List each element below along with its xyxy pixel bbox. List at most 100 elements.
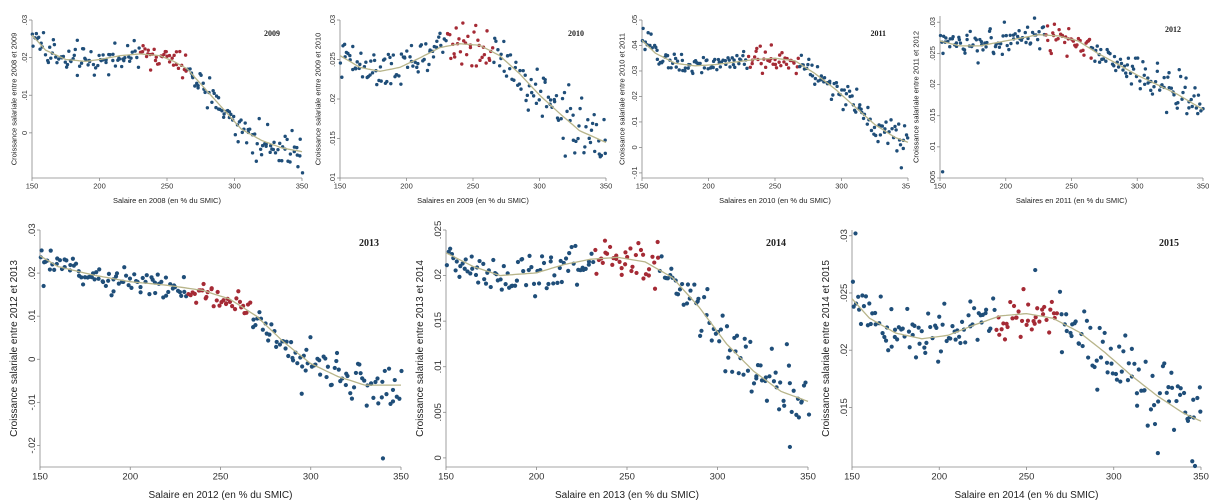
data-point [736,371,741,376]
data-point-highlight [176,66,181,71]
data-point [1169,86,1174,90]
data-point [988,27,992,31]
data-point-highlight [180,76,185,80]
data-point [576,136,580,141]
data-point [274,344,279,349]
data-point [926,311,931,316]
x-tick-label: 350 [393,472,409,483]
data-point [277,342,283,347]
data-point [683,66,688,70]
data-point [1183,85,1187,90]
data-point-highlight [638,247,644,253]
data-point [829,97,834,102]
data-point [972,306,977,311]
data-point [493,36,497,40]
data-point [1141,59,1145,64]
data-point [963,51,967,55]
data-point [551,281,556,286]
chart-svg: 150 200 250 300 350 .01 .015 .02 .025 .03 Salaires… [314,15,613,205]
x-axis-title: Salaires en 2011 (en % du SMIC) [1016,196,1128,205]
data-point [1030,30,1035,35]
data-point-highlight [1044,317,1049,323]
data-point [589,251,594,256]
y-tick-label: -.02 [27,437,38,453]
data-point [386,52,391,57]
data-point [905,136,910,140]
year-label: 2014 [766,238,786,249]
data-point [38,47,42,51]
data-point-highlight [610,262,615,267]
data-point [473,272,479,278]
data-point [1069,333,1074,339]
data-point [683,69,687,73]
chart-svg: 150 200 250 300 350 0 .01 .02 .03 Salaire en 2008… [10,15,309,205]
data-point [1092,364,1097,370]
data-point [210,100,214,104]
data-point [948,336,953,341]
data-point [696,296,701,301]
data-point [975,337,980,342]
data-point [1185,111,1189,116]
y-tick-label: .005 [433,403,444,422]
data-point [255,142,259,146]
data-point [403,56,407,60]
x-tick-label: 200 [529,472,545,483]
data-point [399,368,404,374]
data-point [80,282,86,287]
data-point [285,137,289,142]
data-point [182,289,187,294]
data-point-highlight [750,61,754,66]
data-point [813,82,817,86]
data-point [517,82,522,86]
data-point [948,45,952,49]
data-point [815,64,820,69]
data-point [336,367,341,372]
data-point [422,57,426,62]
data-point [137,46,141,50]
data-point [229,112,233,117]
data-point [1160,83,1164,87]
data-point [1131,67,1136,71]
data-point [47,267,52,272]
data-point [723,58,728,63]
data-point [1129,346,1134,351]
data-point [503,282,508,287]
data-point-highlight [460,62,464,66]
data-point [1110,371,1115,376]
data-point [492,60,496,65]
data-point [390,399,396,404]
data-point [666,66,671,70]
data-point [1157,391,1162,396]
data-point-highlight [652,286,658,291]
points-group [444,238,812,450]
data-point-highlight [167,53,172,58]
data-point-highlight [217,303,222,308]
data-point [214,105,218,110]
y-tick-label: .025 [328,52,337,67]
data-point [524,283,529,288]
points-group [640,26,910,170]
fitted-curve [339,43,607,144]
data-point [1157,88,1162,92]
data-point [767,374,772,379]
data-point [880,124,885,128]
data-point [1005,43,1009,48]
data-point-highlight [1049,299,1054,305]
data-point [271,147,276,152]
data-point-outlier [940,170,945,174]
data-point-highlight [209,286,214,291]
data-point-highlight [1048,307,1053,312]
data-point-highlight [774,66,779,70]
data-point-highlight [602,238,608,243]
data-point [411,64,415,68]
data-point [1149,88,1153,93]
data-point [97,267,102,272]
data-point [544,286,549,291]
data-point-highlight [1057,27,1061,32]
data-point-highlight [646,273,651,278]
data-point [318,372,323,377]
data-point-outlier [296,165,300,169]
data-point [720,313,725,318]
data-point [106,271,112,277]
data-point [46,60,51,65]
